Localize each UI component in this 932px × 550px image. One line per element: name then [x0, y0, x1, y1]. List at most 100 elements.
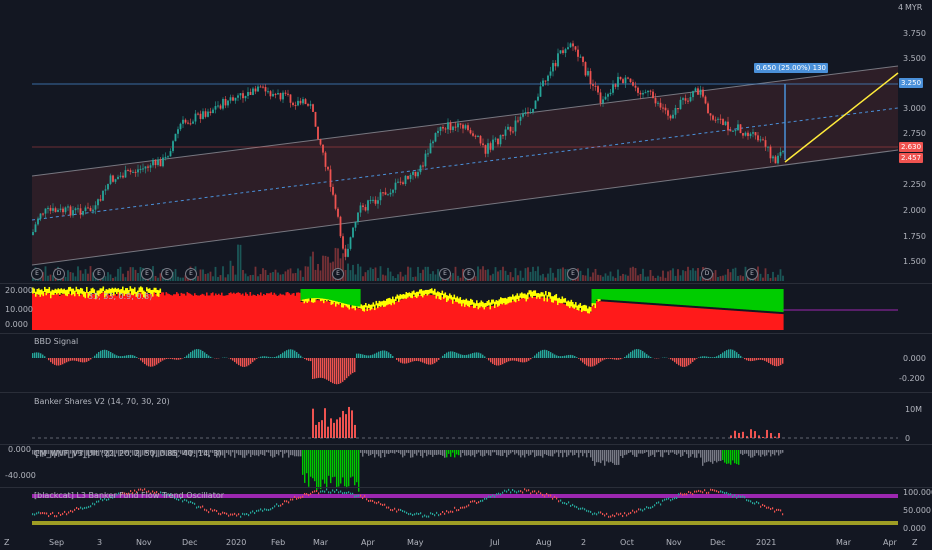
pane1-yellow: [401, 294, 403, 299]
volume-bar: [129, 267, 132, 281]
pane1-red: [338, 304, 340, 330]
candle-body: [242, 93, 244, 99]
pane-separator[interactable]: [0, 444, 932, 445]
pane-separator[interactable]: [0, 333, 932, 334]
scale-button[interactable]: Z: [912, 538, 918, 547]
pane4-title[interactable]: CM_WVF_V3_Ult (22, 20, 2, 50, 0.85, 40, …: [34, 449, 222, 458]
osc-point: [480, 500, 482, 503]
candle-body: [164, 156, 167, 158]
wvf-bar: [272, 450, 274, 458]
osc-point: [580, 507, 582, 510]
osc-point: [254, 512, 256, 515]
event-marker-icon[interactable]: E: [463, 268, 475, 280]
pane3-title[interactable]: Banker Shares V2 (14, 70, 30, 20): [34, 397, 170, 406]
pane1-yellow: [68, 287, 70, 295]
pane1-green: [315, 289, 318, 299]
wvf-bar: [650, 450, 652, 456]
event-marker-icon[interactable]: E: [141, 268, 153, 280]
pane1-red: [455, 301, 457, 330]
time-label: Apr: [883, 538, 897, 547]
event-marker-icon[interactable]: E: [93, 268, 105, 280]
pane1-yellow: [557, 298, 559, 306]
wvf-bar: [664, 450, 666, 453]
pane1-yellow: [32, 287, 34, 294]
event-marker-icon[interactable]: E: [332, 268, 344, 280]
bbd-bar: [80, 358, 82, 363]
volume-bar: [667, 271, 669, 281]
pane1-red: [650, 304, 652, 330]
osc-point: [590, 510, 592, 513]
bbd-bar: [782, 358, 784, 364]
wvf-bar: [462, 450, 464, 454]
pane1-title[interactable]: 33, 33, 0.9, 0.8): [88, 292, 153, 301]
event-marker-icon[interactable]: E: [31, 268, 43, 280]
osc-point: [700, 490, 702, 493]
pane2-title[interactable]: BBD Signal: [34, 337, 79, 346]
osc-point: [124, 492, 126, 495]
osc-point: [696, 490, 698, 493]
candle-body: [559, 50, 562, 54]
volume-bar: [594, 268, 597, 281]
pane1-green: [606, 289, 609, 300]
candle-body: [747, 132, 749, 137]
bbd-bar: [54, 358, 56, 365]
pane1-red: [542, 297, 544, 330]
pane1-red: [213, 295, 216, 330]
pane1-red: [174, 294, 177, 330]
event-marker-icon[interactable]: D: [53, 268, 65, 280]
pane-separator[interactable]: [0, 283, 932, 284]
pane1-red: [506, 302, 508, 330]
bbd-bar: [138, 358, 140, 359]
osc-point: [464, 506, 466, 509]
pane1-red: [362, 308, 364, 330]
osc-point: [538, 490, 540, 493]
osc-point: [322, 490, 324, 493]
pane1-red: [617, 302, 619, 330]
wvf-bar: [72, 450, 74, 458]
volume-bar: [534, 271, 537, 281]
wvf-bar: [772, 450, 774, 455]
candle-body: [652, 91, 654, 98]
bbd-bar: [180, 358, 182, 360]
bbd-bar: [112, 353, 114, 358]
volume-bar: [239, 244, 242, 281]
osc-point: [308, 493, 310, 496]
pane1-green: [689, 289, 691, 306]
pane1-green: [621, 289, 624, 301]
event-marker-icon[interactable]: E: [185, 268, 197, 280]
volume-bar: [739, 275, 742, 281]
pane1-red: [164, 295, 166, 330]
pane1-red: [140, 292, 142, 330]
bbd-bar: [424, 358, 426, 364]
pane1-red: [515, 299, 517, 330]
pane1-yellow: [380, 301, 382, 307]
pane-separator[interactable]: [0, 487, 932, 488]
bbd-bar: [680, 358, 682, 367]
candle-body: [424, 153, 427, 167]
pane1-red: [239, 292, 241, 330]
time-label: Jul: [490, 538, 500, 547]
event-marker-icon[interactable]: E: [161, 268, 173, 280]
bbd-bar: [86, 358, 88, 362]
volume-bar: [107, 272, 109, 281]
bbd-bar: [170, 358, 172, 359]
event-marker-icon[interactable]: E: [567, 268, 579, 280]
pane1-green: [735, 289, 738, 309]
pane1-red: [339, 304, 342, 330]
bbd-bar: [368, 355, 370, 358]
event-marker-icon[interactable]: D: [701, 268, 713, 280]
pane1-red: [588, 311, 591, 330]
event-marker-icon[interactable]: E: [439, 268, 451, 280]
pane1-green: [312, 289, 315, 299]
pane1-red: [317, 300, 319, 330]
candle-body: [259, 86, 262, 88]
wvf-bar: [496, 450, 498, 456]
pane5-title[interactable]: [blackcat] L3 Banker Fund Flow Trend Osc…: [34, 491, 225, 500]
pane1-green: [348, 289, 351, 305]
pane1-yellow: [440, 292, 442, 300]
timezone-button[interactable]: Z: [4, 538, 10, 547]
pane-separator[interactable]: [0, 392, 932, 393]
event-marker-icon[interactable]: E: [746, 268, 758, 280]
volume-bar: [152, 266, 154, 281]
